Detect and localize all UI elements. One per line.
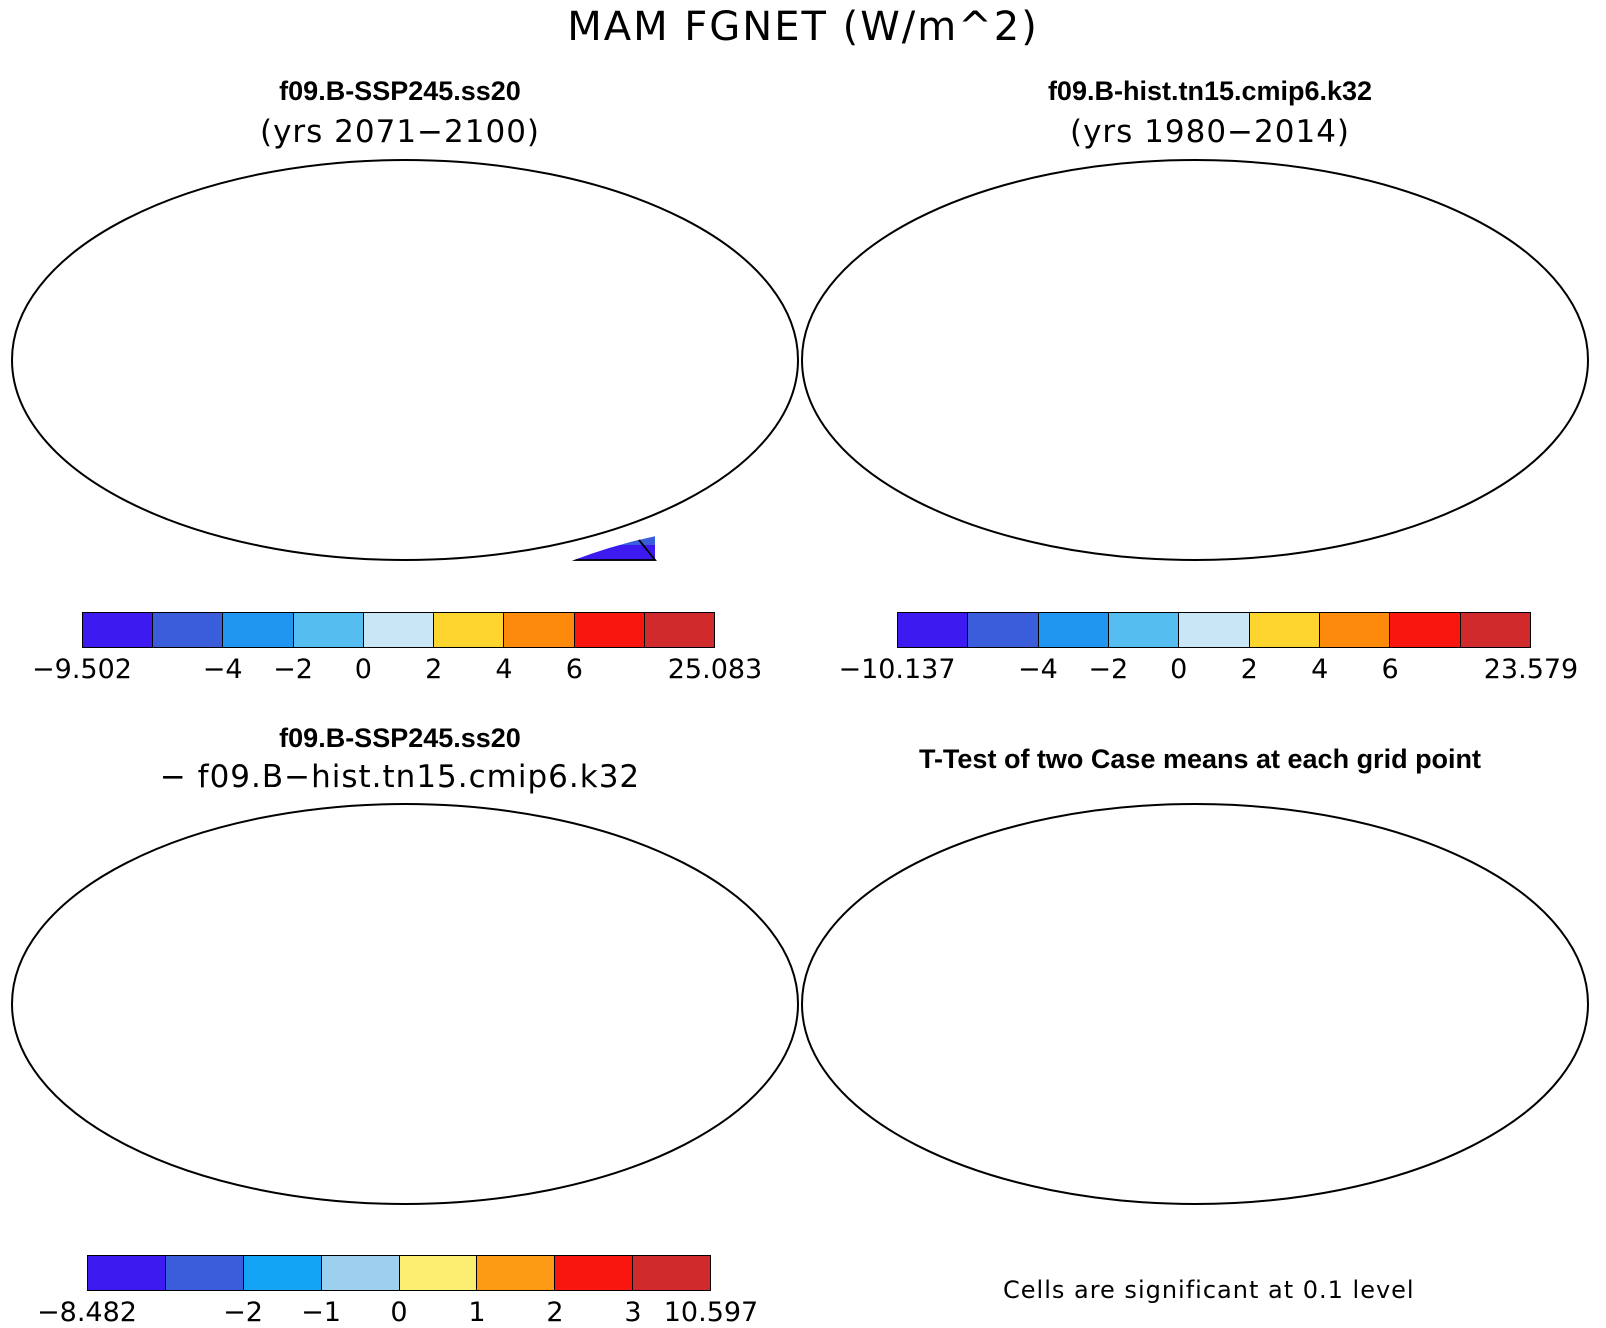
colorbar-swatch bbox=[363, 613, 435, 647]
colorbar-swatch bbox=[968, 613, 1039, 647]
colorbar-label: −4 bbox=[202, 654, 243, 685]
top-right-years: (yrs 1980−2014) bbox=[1069, 114, 1351, 150]
colorbar-label: −2 bbox=[1088, 654, 1129, 685]
colorbar-swatch bbox=[633, 1256, 710, 1290]
colorbar-swatch bbox=[293, 613, 364, 647]
colorbar-swatch bbox=[644, 613, 714, 647]
colorbar-swatch bbox=[1038, 613, 1109, 647]
colorbar-swatch bbox=[1319, 613, 1391, 647]
colorbar-label: 6 bbox=[1381, 654, 1399, 685]
colorbar-swatch bbox=[1249, 613, 1320, 647]
colorbar-label: 0 bbox=[354, 654, 372, 685]
colorbar-swatch bbox=[321, 1256, 400, 1290]
top-right-case-title: f09.B-hist.tn15.cmip6.k32 bbox=[1047, 76, 1373, 106]
colorbar-label: 2 bbox=[546, 1297, 564, 1328]
colorbar-swatch bbox=[165, 1256, 244, 1290]
colorbar-label: −10.137 bbox=[838, 654, 956, 685]
colorbar-label: −4 bbox=[1017, 654, 1058, 685]
significance-note: Cells are significant at 0.1 level bbox=[1003, 1276, 1415, 1304]
colorbar-label: 0 bbox=[1170, 654, 1188, 685]
top-left-colorbar bbox=[82, 612, 715, 648]
colorbar-swatch bbox=[1179, 613, 1250, 647]
bottom-right-map bbox=[801, 803, 1589, 1205]
bottom-left-map bbox=[11, 803, 799, 1205]
map-ocean bbox=[12, 804, 798, 1204]
colorbar-label: 2 bbox=[425, 654, 443, 685]
colorbar-label: 0 bbox=[390, 1297, 408, 1328]
colorbar-label: 2 bbox=[1240, 654, 1258, 685]
colorbar-swatch bbox=[88, 1256, 166, 1290]
colorbar-swatch bbox=[504, 613, 575, 647]
top-left-map bbox=[11, 159, 799, 561]
map-border bbox=[801, 803, 1589, 1205]
map-border bbox=[11, 803, 799, 1205]
colorbar-swatch bbox=[477, 1256, 556, 1290]
colorbar-swatch bbox=[83, 613, 154, 647]
colorbar-label: 25.083 bbox=[667, 654, 763, 685]
colorbar-swatch bbox=[243, 1256, 322, 1290]
colorbar-label: −2 bbox=[223, 1297, 263, 1328]
colorbar-swatch bbox=[574, 613, 645, 647]
colorbar-label: 6 bbox=[565, 654, 583, 685]
colorbar-swatch bbox=[399, 1256, 478, 1290]
top-right-map bbox=[801, 159, 1589, 561]
map-ocean bbox=[802, 160, 1588, 560]
colorbar-swatch bbox=[153, 613, 224, 647]
bottom-left-difference-label: − f09.B−hist.tn15.cmip6.k32 bbox=[159, 759, 641, 795]
map-border bbox=[11, 159, 799, 561]
bottom-right-ttest-title: T-Test of two Case means at each grid po… bbox=[918, 744, 1482, 774]
top-left-years: (yrs 2071−2100) bbox=[259, 114, 541, 150]
colorbar-swatch bbox=[898, 613, 969, 647]
colorbar-swatch bbox=[1108, 613, 1180, 647]
colorbar-label: −8.482 bbox=[37, 1297, 137, 1328]
top-right-colorbar bbox=[897, 612, 1531, 648]
colorbar-label: 23.579 bbox=[1483, 654, 1579, 685]
top-left-case-title: f09.B-SSP245.ss20 bbox=[279, 76, 521, 106]
colorbar-label: −1 bbox=[301, 1297, 341, 1328]
bottom-left-colorbar bbox=[87, 1255, 711, 1291]
figure-title: MAM FGNET (W/m^2) bbox=[567, 4, 1039, 50]
map-ocean bbox=[12, 160, 798, 560]
bottom-left-case-title: f09.B-SSP245.ss20 bbox=[279, 723, 521, 753]
colorbar-label: 4 bbox=[495, 654, 513, 685]
colorbar-swatch bbox=[223, 613, 294, 647]
colorbar-label: −2 bbox=[273, 654, 313, 685]
colorbar-label: 10.597 bbox=[663, 1297, 759, 1328]
colorbar-label: 1 bbox=[468, 1297, 486, 1328]
colorbar-label: −9.502 bbox=[32, 654, 132, 685]
colorbar-swatch bbox=[555, 1256, 634, 1290]
colorbar-swatch bbox=[434, 613, 505, 647]
map-border bbox=[801, 159, 1589, 561]
colorbar-label: 4 bbox=[1311, 654, 1329, 685]
colorbar-label: 3 bbox=[624, 1297, 642, 1328]
colorbar-swatch bbox=[1390, 613, 1461, 647]
colorbar-swatch bbox=[1460, 613, 1530, 647]
map-ocean bbox=[802, 804, 1588, 1204]
